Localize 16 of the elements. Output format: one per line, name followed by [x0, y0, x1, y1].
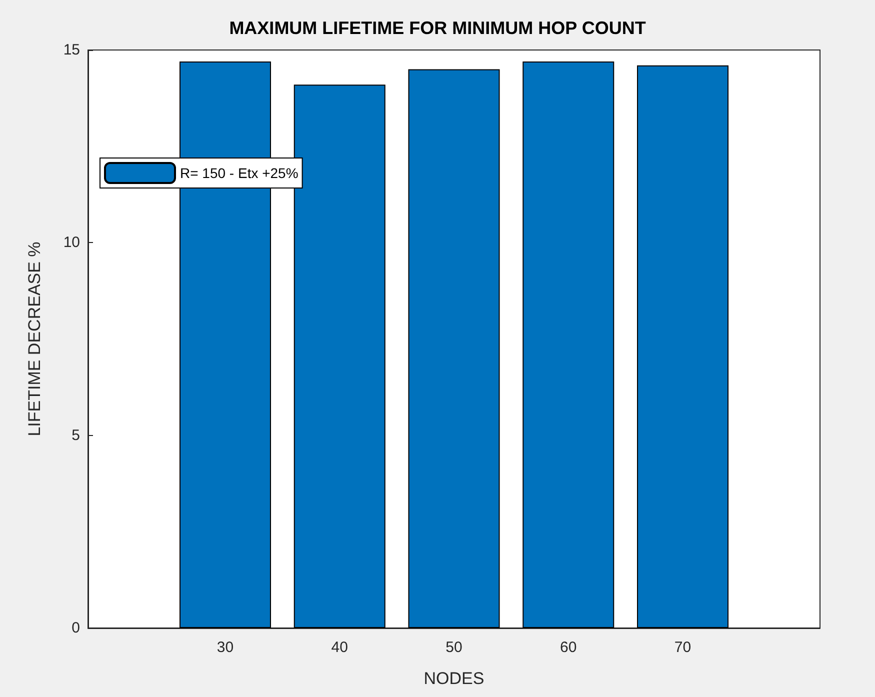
- legend-label: R= 150 - Etx +25%: [180, 165, 298, 181]
- y-tick-label: 10: [63, 234, 80, 252]
- x-tick-label: 30: [216, 639, 234, 656]
- y-tick-label: 5: [72, 426, 80, 444]
- y-axis-title: LIFETIME DECREASE %: [25, 242, 44, 436]
- bar: [522, 62, 614, 628]
- x-tick-label: 70: [674, 639, 692, 656]
- x-axis-title: NODES: [424, 669, 484, 688]
- x-tick-label: 50: [446, 639, 462, 656]
- chart-title: MAXIMUM LIFETIME FOR MINIMUM HOP COUNT: [229, 18, 646, 38]
- y-tick-label: 0: [72, 620, 80, 636]
- bar: [408, 69, 500, 628]
- bar: [637, 65, 728, 628]
- y-tick-label: 15: [63, 42, 80, 58]
- x-tick-label: 40: [331, 639, 348, 656]
- x-tick-label: 60: [560, 639, 577, 656]
